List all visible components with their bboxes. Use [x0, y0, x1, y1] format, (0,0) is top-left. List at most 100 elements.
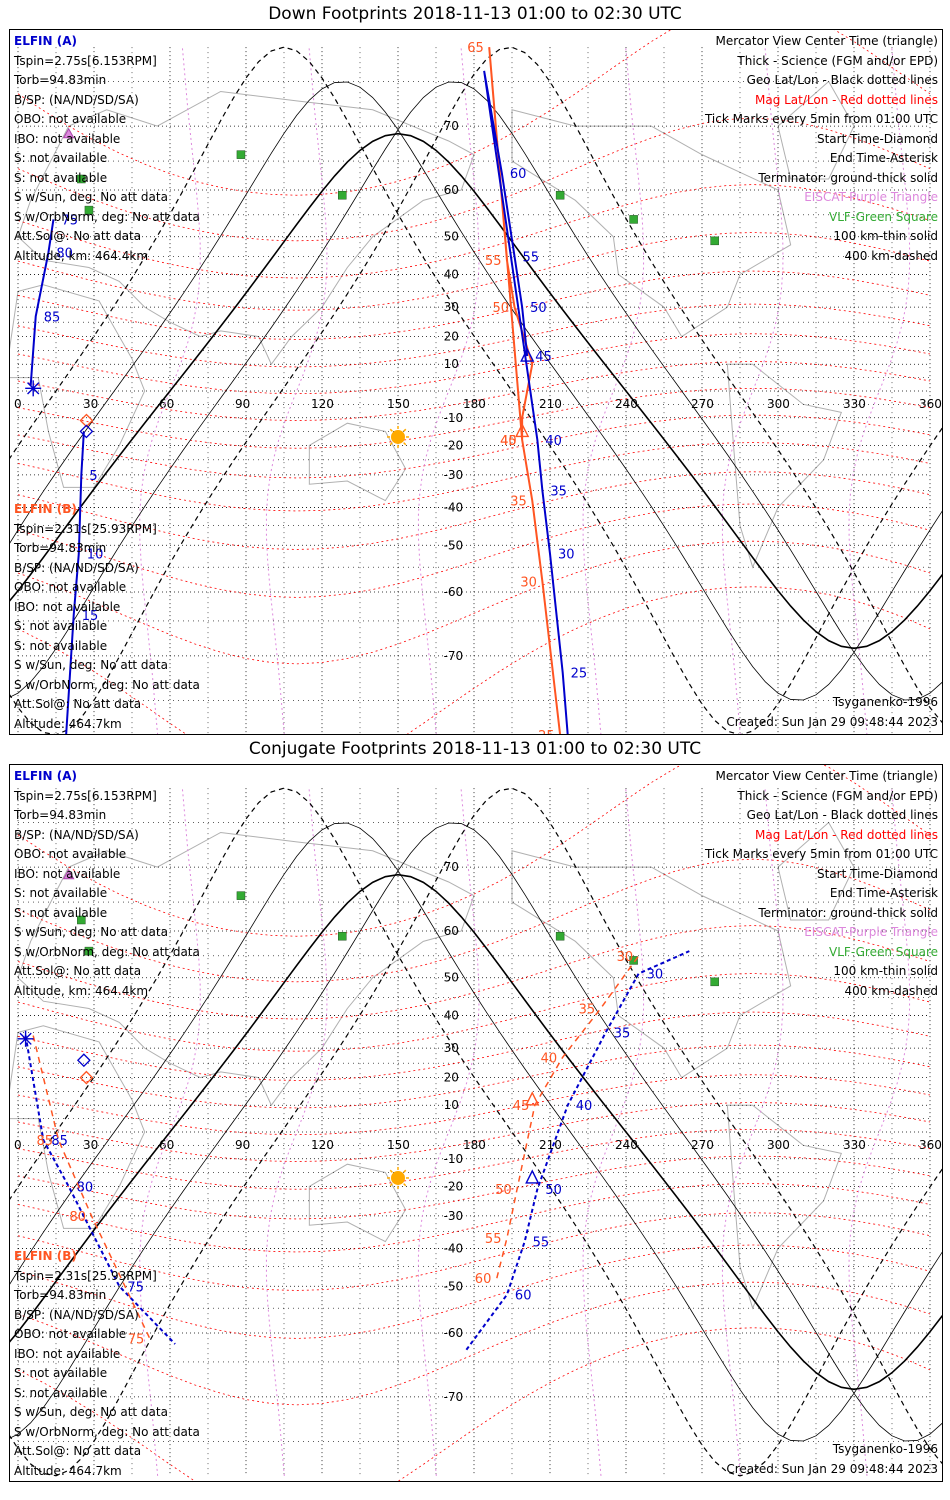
mag-latitude-line	[17, 270, 931, 340]
tick-time-label: 55	[533, 1236, 550, 1251]
tick-time-label: 45	[513, 1099, 530, 1114]
info-line: S w/OrbNorm, deg: No att data	[14, 1424, 200, 1439]
y-tick-label: -40	[444, 1241, 464, 1255]
x-tick-label: 300	[767, 397, 790, 411]
tick-time-label: 60	[510, 167, 527, 182]
created-timestamp: Created: Sun Jan 29 09:48:44 2023	[726, 715, 938, 729]
x-tick-label: 330	[843, 397, 866, 411]
legend-entry: End Time-Asterisk	[829, 886, 938, 900]
sc-b-info: ELFIN (B) Tspin=2.31s[25.93RPM] Torb=94.83…	[14, 1247, 200, 1481]
legend-entry: 400 km-dashed	[844, 248, 938, 263]
legend-entry: Mercator View Center Time (triangle)	[715, 769, 938, 783]
tick-time-label: 35	[510, 495, 527, 510]
spacecraft-label: ELFIN (A)	[14, 34, 77, 48]
x-tick-label: 270	[691, 397, 714, 411]
mag-meridian-line	[139, 47, 201, 734]
y-tick-label: -20	[444, 438, 464, 452]
vlf-station-square	[555, 190, 565, 200]
x-tick-label: 240	[615, 397, 638, 411]
mag-meridian-line	[721, 788, 784, 1476]
sun-ray	[389, 428, 393, 432]
y-tick-label: 10	[444, 357, 459, 371]
y-tick-label: 20	[444, 330, 459, 344]
tick-time-label: 75	[61, 213, 78, 228]
x-tick-label: 0	[14, 1138, 22, 1152]
tick-time-label: 15	[82, 609, 99, 624]
tick-time-label: 40	[545, 434, 562, 449]
x-tick-label: 180	[463, 1138, 486, 1152]
info-line: IBO: not available	[14, 599, 121, 614]
center-time-triangle	[525, 1169, 540, 1184]
legend-entry: End Time-Asterisk	[829, 151, 938, 165]
legend-entry: Tick Marks every 5min from 01:00 UTC	[704, 112, 938, 126]
terminator-ground	[10, 873, 942, 1391]
spacecraft-label: ELFIN (B)	[14, 502, 77, 516]
y-tick-label: -60	[444, 1326, 464, 1340]
info-line: Att.Sol@: No att data	[14, 697, 142, 711]
info-line: B/SP: (NA/ND/SD/SA)	[14, 92, 139, 107]
mag-latitude-line	[17, 503, 931, 598]
info-line: S: not available	[14, 905, 108, 920]
landmass-outline	[10, 1025, 146, 1229]
footprint-track	[465, 950, 690, 1351]
landmass-outline	[10, 284, 146, 488]
x-tick-label: 120	[311, 397, 334, 411]
tick-time-label: 45	[500, 434, 517, 449]
info-line: Torb=94.83min	[14, 808, 107, 822]
center-time-triangle	[515, 422, 530, 438]
y-tick-label: 60	[444, 183, 459, 197]
legend-entry: Terminator: ground-thick solid	[758, 170, 938, 185]
sun-ray	[403, 1169, 407, 1173]
legend-entry: VLF-Green Square	[829, 944, 938, 959]
terminator-400km	[10, 46, 942, 734]
mag-latitude-line	[17, 1074, 931, 1136]
legend-entry: EISCAT-Purple Triangle	[804, 925, 938, 939]
tick-time-label: 60	[515, 1289, 532, 1304]
y-tick-label: 10	[444, 1098, 459, 1112]
mag-latitude-line	[17, 1183, 931, 1253]
y-tick-label: 20	[444, 1071, 459, 1085]
info-line: IBO: not available	[14, 131, 121, 146]
y-tick-label: -70	[444, 649, 464, 663]
mag-meridian-line	[582, 47, 645, 734]
vlf-station-square	[710, 236, 719, 246]
mag-meridian-line	[265, 47, 328, 734]
x-tick-label: 210	[539, 1138, 562, 1152]
mag-meridian-line	[417, 788, 480, 1476]
mag-latitude-line	[17, 1011, 931, 1081]
legend-entry: VLF-Green Square	[829, 209, 938, 224]
vlf-station-square	[629, 956, 638, 965]
tick-time-label: 75	[128, 1332, 145, 1347]
info-line: S w/Sun, deg: No att data	[14, 658, 168, 672]
x-tick-label: 150	[387, 397, 410, 411]
info-line: Att.Sol@: No att data	[14, 1444, 142, 1458]
info-line: Torb=94.83min	[14, 541, 107, 555]
mag-latitude-line	[17, 232, 931, 311]
vlf-station-square	[629, 215, 638, 224]
eiscat-triangle	[62, 127, 75, 139]
mag-latitude-line	[17, 1327, 931, 1481]
x-tick-label: 360	[919, 1138, 942, 1152]
tick-time-label: 80	[77, 1180, 94, 1195]
y-tick-label: -50	[444, 1279, 464, 1293]
sun-ray	[403, 428, 407, 432]
y-tick-label: 60	[444, 924, 459, 938]
landmass-outline	[308, 422, 407, 502]
x-tick-label: 90	[235, 1138, 250, 1152]
mag-latitude-line	[17, 1102, 931, 1162]
y-tick-label: -30	[444, 468, 464, 482]
legend-entry: 400 km-dashed	[844, 983, 938, 998]
vlf-station-square	[84, 205, 94, 215]
mag-latitude-line	[17, 586, 931, 734]
tick-time-label: 80	[69, 1210, 86, 1225]
footprint-track	[496, 955, 640, 1279]
x-tick-label: 30	[83, 397, 98, 411]
y-tick-label: 70	[444, 860, 459, 874]
x-tick-label: 240	[615, 1138, 638, 1152]
tick-time-label: 85	[44, 310, 61, 325]
x-tick-label: 30	[83, 1138, 98, 1152]
panel-title: Down Footprints 2018-11-13 01:00 to 02:3…	[268, 4, 682, 24]
legend-entry: Terminator: ground-thick solid	[758, 905, 938, 920]
y-tick-label: 50	[444, 971, 459, 985]
mag-meridian-line	[417, 47, 480, 734]
